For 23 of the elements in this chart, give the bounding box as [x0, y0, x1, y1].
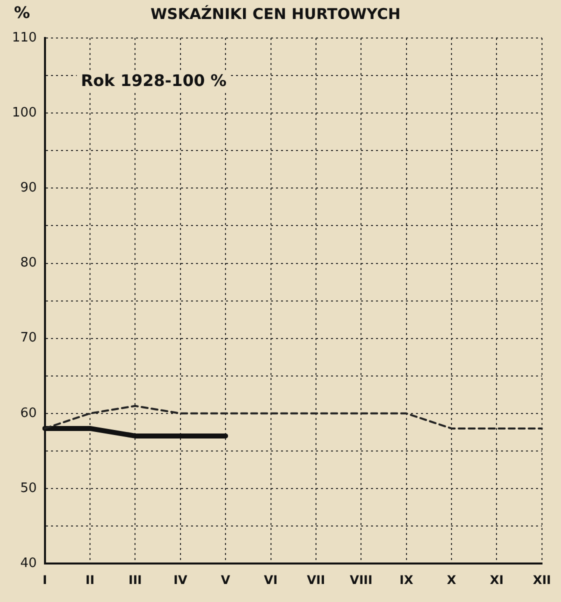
x-tick-label: VIII: [350, 572, 372, 587]
x-tick-label: V: [220, 572, 231, 587]
x-tick-label: III: [128, 572, 142, 587]
y-axis-title: %: [14, 3, 30, 22]
x-tick-label: XI: [490, 572, 504, 587]
y-tick-label: 90: [20, 180, 37, 196]
x-tick-label: VI: [264, 572, 278, 587]
chart-title: WSKAŹNIKI CEN HURTOWYCH: [150, 4, 401, 23]
y-tick-label: 110: [12, 30, 37, 46]
y-tick-label: 50: [20, 480, 37, 496]
annotation: Rok 1928-100 %: [80, 71, 227, 90]
y-tick-label: 100: [12, 105, 37, 120]
x-tick-label: I: [42, 572, 48, 587]
y-tick-label: 60: [20, 406, 37, 421]
y-tick-label: 40: [20, 556, 37, 571]
x-tick-label: II: [86, 572, 94, 587]
x-tick-label: IV: [174, 572, 188, 587]
x-tick-label: VII: [306, 572, 326, 587]
y-tick-label: 70: [20, 330, 37, 346]
x-tick-label: X: [446, 572, 457, 587]
x-tick-label: XII: [532, 572, 552, 587]
y-tick-label: 80: [20, 256, 37, 271]
x-tick-label: IX: [399, 572, 414, 587]
